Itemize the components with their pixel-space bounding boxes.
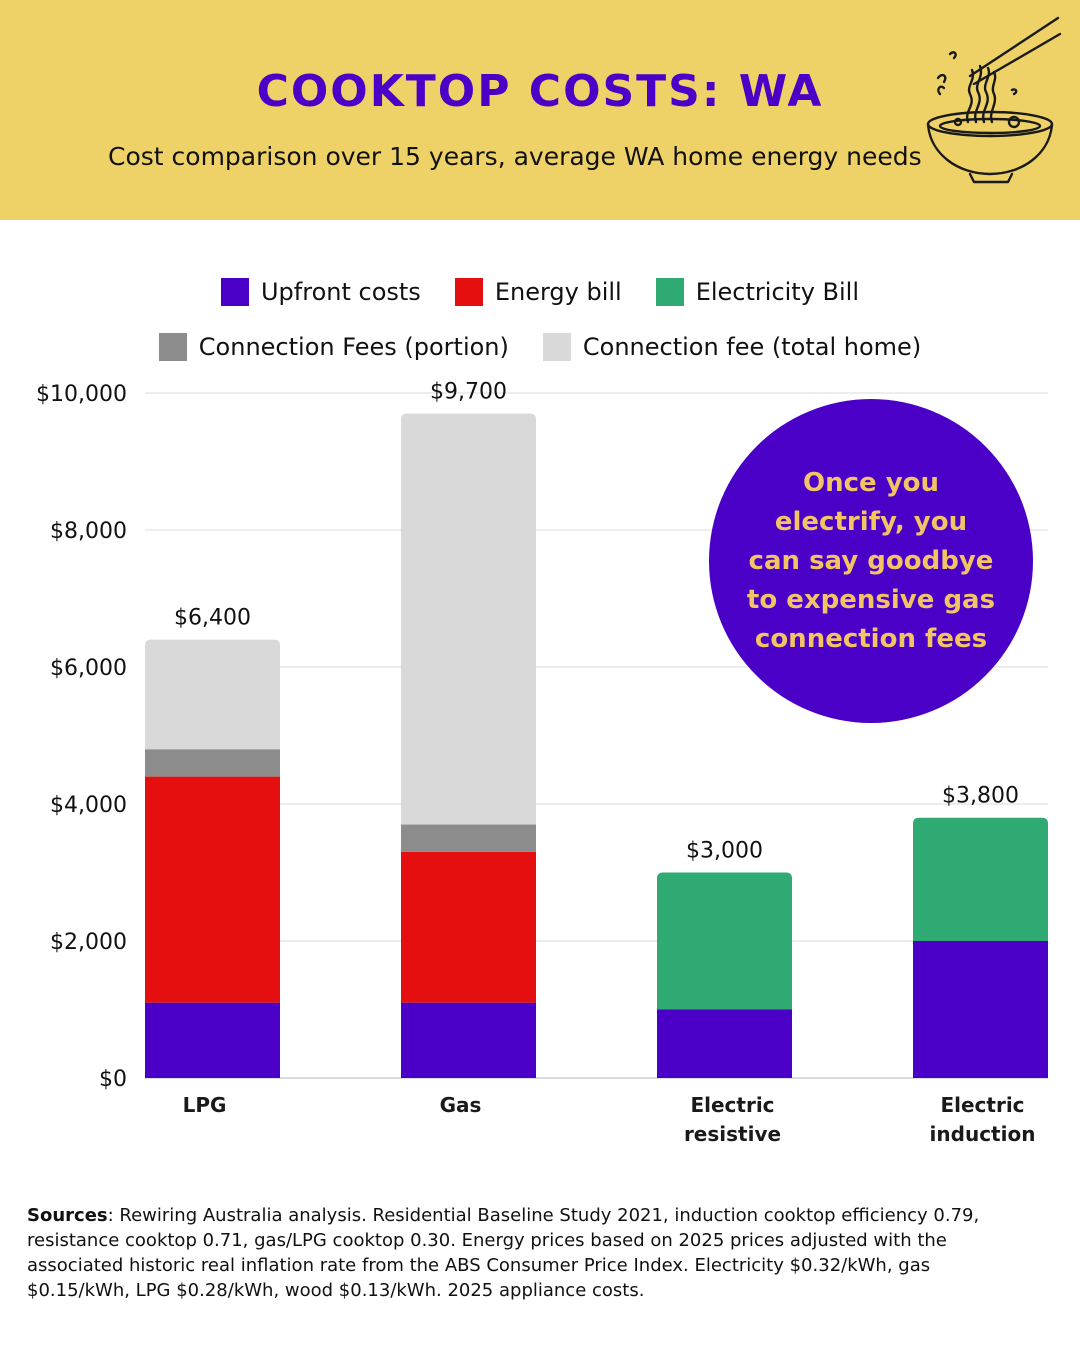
- legend-item-connection-total: Connection fee (total home): [542, 333, 922, 361]
- legend-item-upfront: Upfront costs: [220, 278, 421, 306]
- y-tick-label: $2,000: [50, 930, 127, 955]
- header-banner: COOKTOP COSTS: WA Cost comparison over 1…: [0, 0, 1080, 220]
- page-subtitle: Cost comparison over 15 years, average W…: [108, 142, 922, 171]
- bar-segment: [657, 872, 792, 1010]
- bar-segment: [145, 1002, 280, 1078]
- bar-segment: [657, 1009, 792, 1078]
- bar-segment: [401, 824, 536, 852]
- legend-label-electricity-bill: Electricity Bill: [695, 278, 860, 306]
- bar-segment: [401, 851, 536, 1003]
- bar-total-label: $9,700: [430, 380, 507, 405]
- y-tick-label: $8,000: [50, 519, 127, 544]
- bar-segment: [145, 749, 280, 777]
- sources-label: Sources: [27, 1205, 108, 1226]
- bar-total-label: $6,400: [174, 606, 251, 631]
- legend-item-energy-bill: Energy bill: [454, 278, 622, 306]
- bar-total-label: $3,000: [686, 839, 763, 864]
- sources-text: : Rewiring Australia analysis. Residenti…: [27, 1205, 980, 1301]
- bar-segment: [145, 639, 280, 750]
- x-category-label: Electric: [940, 1093, 1024, 1117]
- x-category-label: induction: [930, 1122, 1036, 1146]
- legend-row-1: Upfront costs Energy bill Electricity Bi…: [0, 278, 1080, 306]
- callout-text: Once you electrify, you can say goodbye …: [746, 467, 996, 654]
- bar-segment: [145, 776, 280, 1003]
- legend-label-connection-total: Connection fee (total home): [582, 333, 922, 361]
- bar-segment: [913, 817, 1048, 941]
- stacked-bar-chart: $0 $2,000 $4,000 $6,000 $8,000 $10,000 $6,400 L…: [36, 380, 1048, 1146]
- legend-swatch-energy-bill: [454, 278, 483, 306]
- bar-segment: [401, 413, 536, 825]
- y-tick-label: $4,000: [50, 793, 127, 818]
- legend-swatch-electricity-bill: [655, 278, 684, 306]
- legend-row-2: Connection Fees (portion) Connection fee…: [0, 333, 1080, 361]
- x-category-label: Gas: [440, 1093, 482, 1117]
- y-tick-label: $0: [99, 1067, 127, 1092]
- legend-label-upfront: Upfront costs: [260, 278, 421, 306]
- sources-note: Sources: Rewiring Australia analysis. Re…: [27, 1203, 1037, 1303]
- callout-circle: Once you electrify, you can say goodbye …: [709, 399, 1033, 723]
- bar-segment: [401, 1002, 536, 1078]
- x-category-label: resistive: [684, 1122, 781, 1146]
- page-title: COOKTOP COSTS: WA: [256, 66, 824, 117]
- bar-segment: [913, 941, 1048, 1078]
- noodle-bowl-icon: [926, 16, 1062, 184]
- y-tick-label: $10,000: [36, 382, 127, 407]
- legend-label-energy-bill: Energy bill: [494, 278, 622, 306]
- legend-swatch-connection-portion: [158, 333, 187, 361]
- x-category-label: LPG: [183, 1093, 227, 1117]
- legend-swatch-connection-total: [542, 333, 571, 361]
- legend-label-connection-portion: Connection Fees (portion): [198, 333, 509, 361]
- legend-item-connection-portion: Connection Fees (portion): [158, 333, 509, 361]
- legend-swatch-upfront: [220, 278, 249, 306]
- bar-total-label: $3,800: [942, 784, 1019, 809]
- x-category-label: Electric: [690, 1093, 774, 1117]
- legend-item-electricity-bill: Electricity Bill: [655, 278, 860, 306]
- y-tick-label: $6,000: [50, 656, 127, 681]
